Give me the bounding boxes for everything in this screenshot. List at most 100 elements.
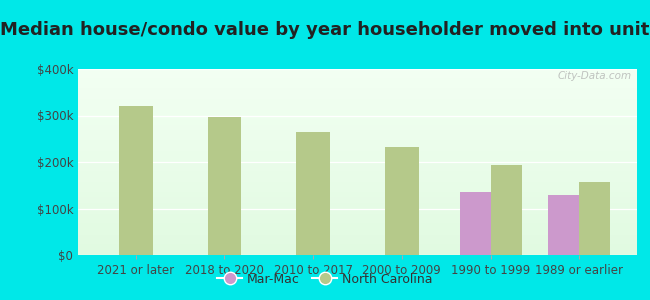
Bar — [78, 130, 637, 132]
Bar — [78, 73, 637, 75]
Bar — [78, 145, 637, 147]
Bar — [78, 210, 637, 212]
Bar — [78, 93, 637, 95]
Bar — [78, 231, 637, 233]
Legend: Mar-Mac, North Carolina: Mar-Mac, North Carolina — [212, 268, 438, 291]
Bar — [78, 235, 637, 236]
Bar — [78, 182, 637, 184]
Bar — [78, 201, 637, 203]
Bar — [78, 218, 637, 220]
Bar — [78, 192, 637, 194]
Bar — [78, 156, 637, 158]
Bar — [78, 76, 637, 78]
Bar — [78, 153, 637, 154]
Bar — [78, 125, 637, 127]
Bar — [78, 248, 637, 249]
Bar — [78, 78, 637, 80]
Bar — [78, 142, 637, 143]
Bar — [78, 106, 637, 108]
Bar — [78, 162, 637, 164]
Bar — [78, 181, 637, 182]
Bar — [78, 246, 637, 248]
Bar — [78, 86, 637, 88]
Bar — [119, 106, 153, 255]
Bar — [78, 134, 637, 136]
Bar — [78, 95, 637, 97]
Bar — [78, 196, 637, 197]
Bar — [78, 199, 637, 201]
Bar — [78, 171, 637, 173]
Bar — [460, 192, 491, 255]
Bar — [78, 242, 637, 244]
Bar — [78, 229, 637, 231]
Bar — [78, 212, 637, 214]
Bar — [78, 236, 637, 238]
Bar — [78, 149, 637, 151]
Bar — [78, 184, 637, 186]
Bar — [78, 97, 637, 99]
Bar — [78, 114, 637, 116]
Bar — [78, 216, 637, 218]
Bar — [78, 244, 637, 246]
Bar — [385, 147, 419, 255]
Bar — [78, 151, 637, 153]
Bar — [78, 75, 637, 76]
Bar — [78, 104, 637, 106]
Bar — [78, 221, 637, 224]
Bar — [78, 253, 637, 255]
Bar — [78, 169, 637, 171]
Bar — [78, 214, 637, 216]
Bar — [78, 220, 637, 221]
Bar — [78, 143, 637, 145]
Bar — [78, 207, 637, 208]
Bar — [207, 117, 241, 255]
Bar — [78, 117, 637, 119]
Bar — [78, 110, 637, 112]
Bar — [78, 227, 637, 229]
Bar — [78, 173, 637, 175]
Bar — [78, 249, 637, 251]
Bar — [78, 84, 637, 86]
Bar — [78, 177, 637, 179]
Bar — [491, 165, 522, 255]
Bar — [78, 128, 637, 130]
Text: Median house/condo value by year householder moved into unit: Median house/condo value by year househo… — [0, 21, 650, 39]
Bar — [78, 138, 637, 140]
Bar — [78, 132, 637, 134]
Bar — [78, 100, 637, 103]
Bar — [78, 166, 637, 168]
Bar — [296, 132, 330, 255]
Bar — [78, 190, 637, 192]
Bar — [78, 80, 637, 82]
Bar — [78, 127, 637, 128]
Bar — [78, 194, 637, 196]
Bar — [78, 69, 637, 71]
Bar — [78, 121, 637, 123]
Bar — [78, 179, 637, 181]
Bar — [78, 186, 637, 188]
Bar — [78, 224, 637, 225]
Text: City-Data.com: City-Data.com — [557, 71, 631, 81]
Bar — [78, 103, 637, 104]
Bar — [78, 123, 637, 125]
Bar — [78, 225, 637, 227]
Bar — [78, 91, 637, 93]
Bar — [78, 108, 637, 110]
Bar — [78, 197, 637, 199]
Bar — [78, 238, 637, 240]
Bar — [78, 164, 637, 166]
Bar — [78, 251, 637, 253]
Bar — [78, 205, 637, 207]
Bar — [548, 194, 579, 255]
Bar — [78, 82, 637, 84]
Bar — [78, 188, 637, 190]
Bar — [78, 136, 637, 138]
Bar — [78, 240, 637, 242]
Bar — [78, 154, 637, 156]
Bar — [78, 71, 637, 73]
Bar — [78, 168, 637, 169]
Bar — [78, 88, 637, 89]
Bar — [78, 175, 637, 177]
Bar — [78, 160, 637, 162]
Bar — [78, 119, 637, 121]
